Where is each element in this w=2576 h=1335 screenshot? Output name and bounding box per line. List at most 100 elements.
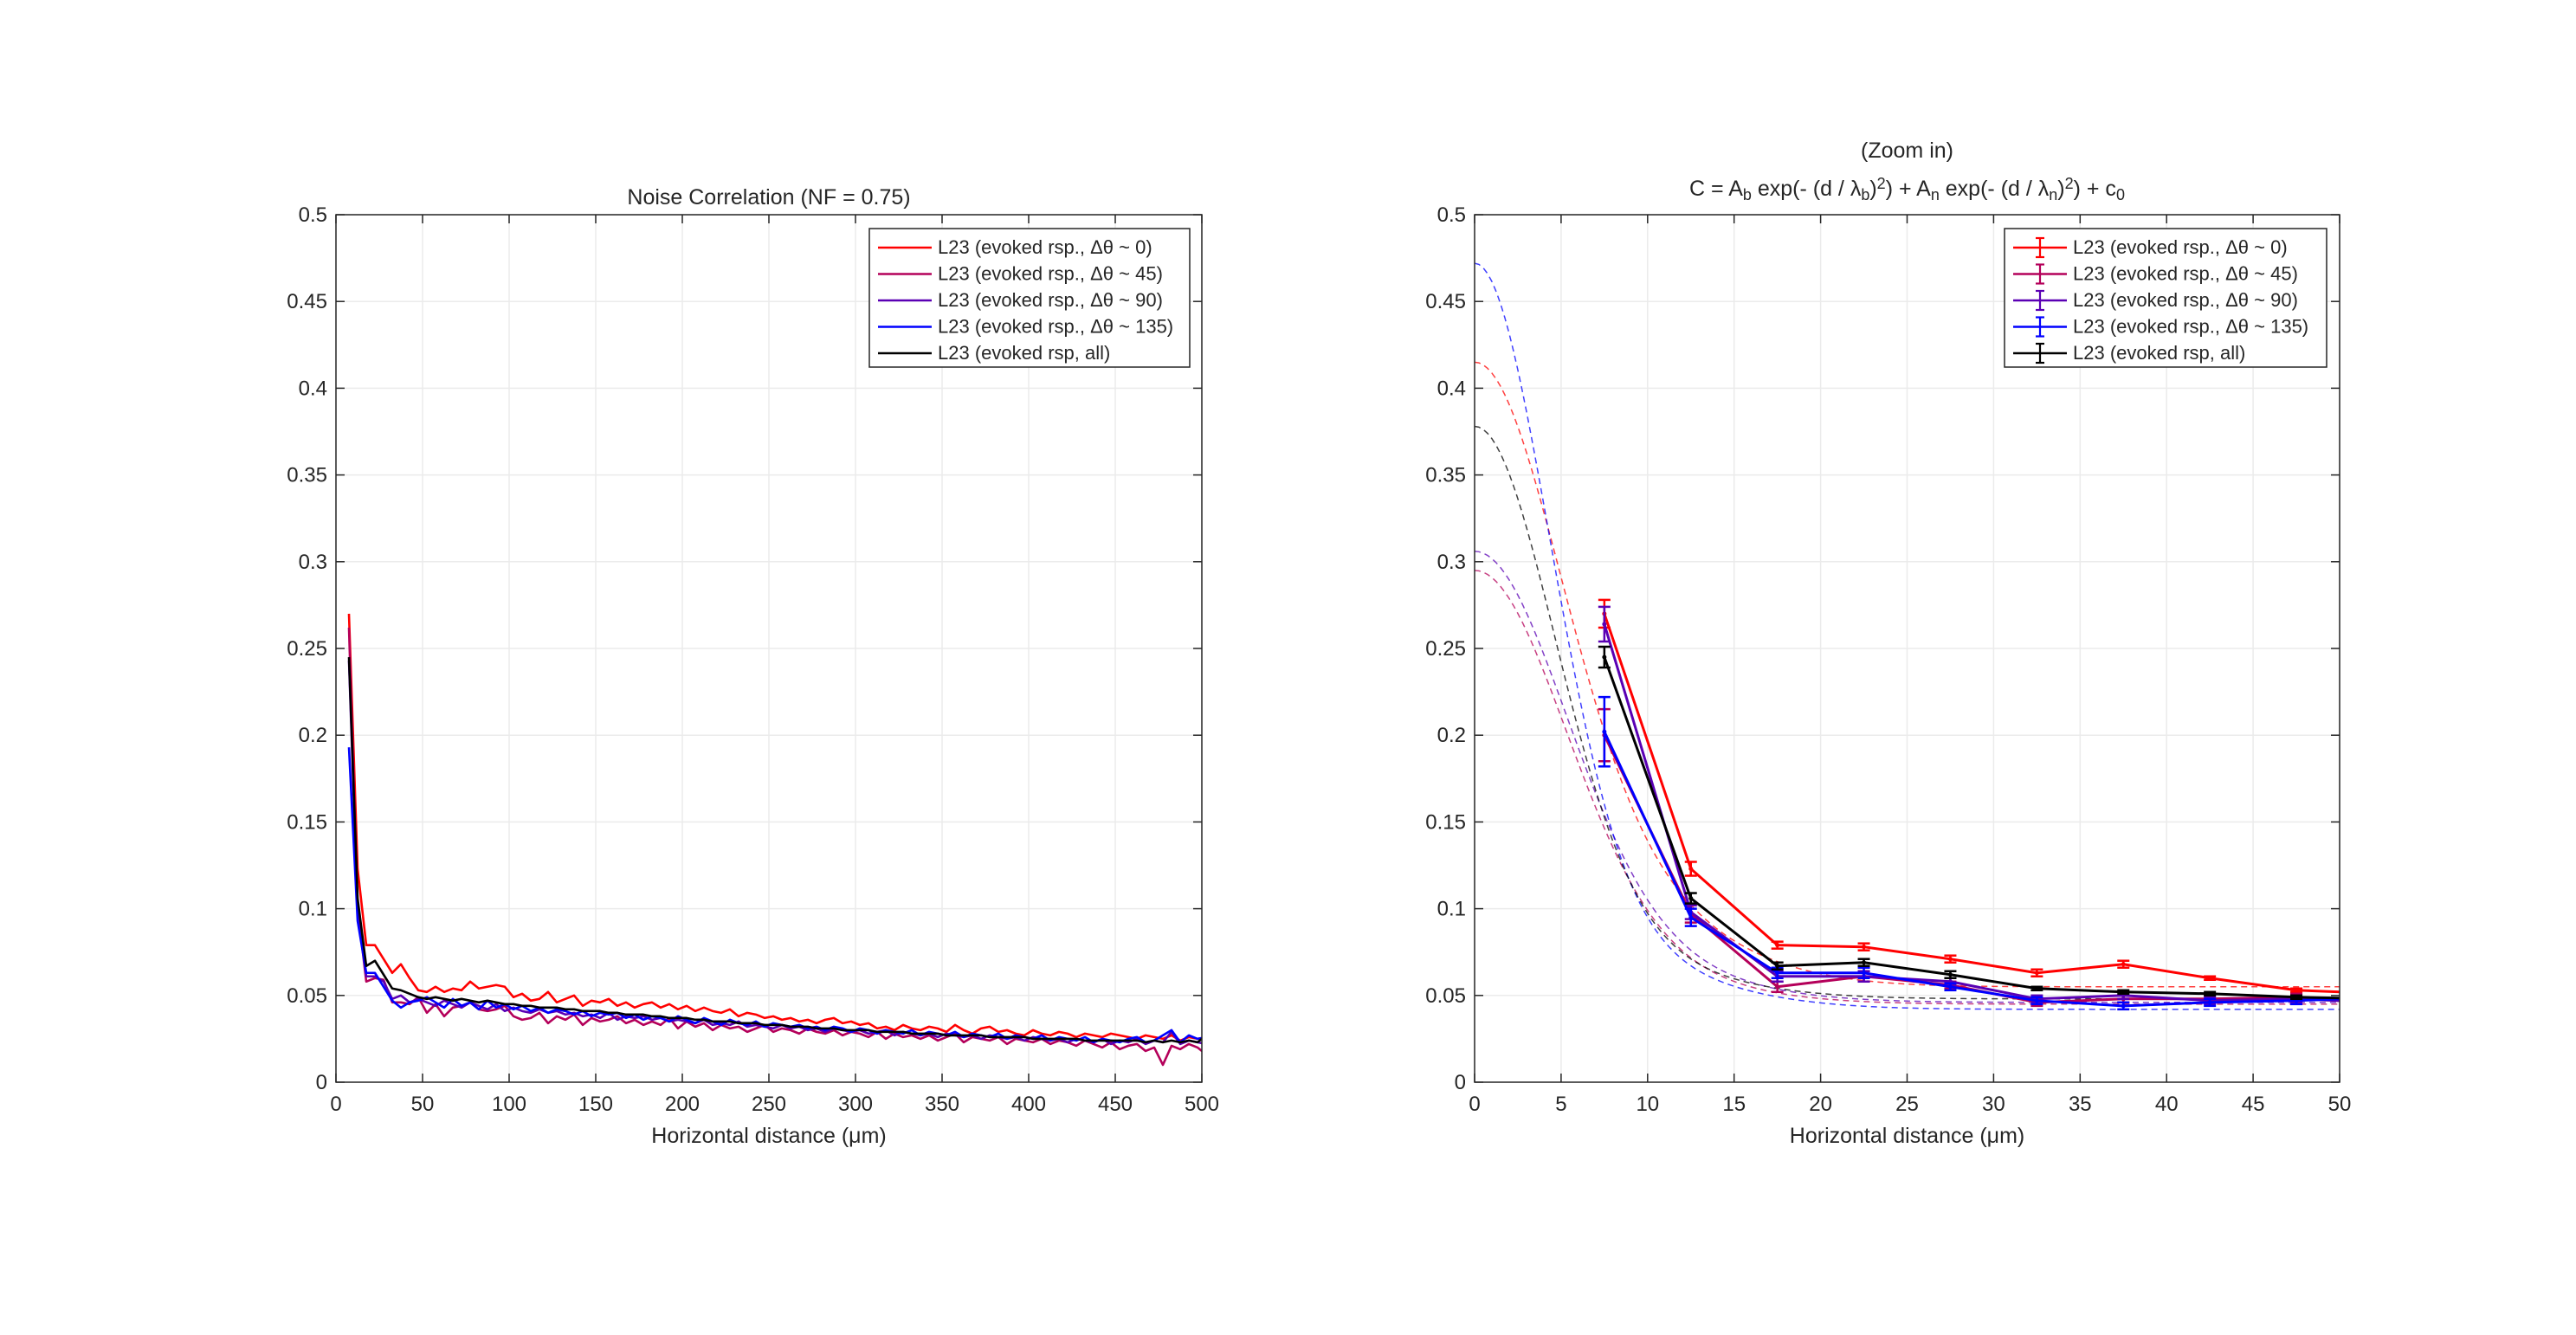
y-tick-label: 0.2 <box>299 724 327 747</box>
y-tick-label: 0.5 <box>299 203 327 227</box>
x-tick-label: 400 <box>1011 1093 1046 1116</box>
x-tick-label: 35 <box>2069 1093 2092 1116</box>
y-tick-label: 0.1 <box>299 898 327 921</box>
x-tick-label: 100 <box>492 1093 526 1116</box>
series-line <box>347 656 1202 1044</box>
chart-title: (Zoom in) <box>1861 139 1953 163</box>
subtitle-part: exp(- (d / λ <box>1940 177 2050 201</box>
y-tick-label: 0.5 <box>1437 203 1466 227</box>
legend-label: L23 (evoked rsp., Δθ ~ 0) <box>2073 236 2288 258</box>
data-point <box>2034 998 2039 1003</box>
chart-subtitle: C = Ab exp(- (d / λb)2) + An exp(- (d / … <box>1689 175 2125 203</box>
y-tick-label: 0.35 <box>287 464 327 487</box>
x-axis-label: Horizontal distance (μm) <box>651 1124 886 1148</box>
data-point <box>1862 960 1867 965</box>
data-point <box>2294 988 2299 993</box>
y-tick-label: 0.45 <box>287 290 327 313</box>
series-line <box>1603 731 2340 1008</box>
data-point <box>1688 867 1694 872</box>
x-tick-label: 30 <box>1982 1093 2005 1116</box>
subtitle-part: n <box>2049 186 2057 203</box>
x-tick-label: 250 <box>752 1093 786 1116</box>
x-tick-label: 150 <box>578 1093 613 1116</box>
x-tick-label: 500 <box>1185 1093 1219 1116</box>
chart-title: Noise Correlation (NF = 0.75) <box>627 185 910 210</box>
data-point <box>1602 729 1607 734</box>
y-tick-label: 0 <box>1455 1071 1466 1094</box>
y-tick-label: 0.05 <box>1425 984 1466 1008</box>
x-tick-label: 40 <box>2155 1093 2179 1116</box>
fit-curve <box>1475 570 2340 1005</box>
subtitle-part: exp(- (d / λ <box>1752 177 1862 201</box>
y-tick-label: 0.3 <box>1437 551 1466 574</box>
y-tick-label: 0.2 <box>1437 724 1466 747</box>
y-tick-label: 0.4 <box>1437 377 1466 400</box>
data-point <box>1602 622 1607 627</box>
y-tick-label: 0.15 <box>287 810 327 834</box>
subtitle-part: 2 <box>2065 175 2074 192</box>
legend-label: L23 (evoked rsp., Δθ ~ 90) <box>938 289 1163 311</box>
right-panel: 0 5 10 15 20 25 30 35 40 45 5000.050.10.150.20.250… <box>1425 139 2351 1148</box>
legend-label: L23 (evoked rsp., Δθ ~ 135) <box>938 316 1173 338</box>
plot-series-group <box>347 613 1202 1067</box>
data-point <box>1602 655 1607 660</box>
legend-box <box>868 228 1191 368</box>
subtitle-part: ) <box>2057 177 2064 201</box>
data-point <box>1862 945 1867 950</box>
data-point <box>1862 971 1867 976</box>
plot-series-group <box>1475 262 2340 1011</box>
series-line <box>347 613 1202 1042</box>
series-line <box>1603 656 2340 1000</box>
legend-label: L23 (evoked rsp., Δθ ~ 0) <box>938 236 1152 258</box>
x-tick-label: 0 <box>330 1093 341 1116</box>
fit-curve <box>1475 425 2340 1000</box>
data-point <box>2294 995 2299 1000</box>
data-point <box>2034 986 2039 991</box>
subtitle-part: ) <box>1869 177 1876 201</box>
data-point <box>2207 976 2212 981</box>
fit-curve <box>1475 361 2340 988</box>
y-tick-label: 0.25 <box>287 637 327 661</box>
legend-label: L23 (evoked rsp., Δθ ~ 90) <box>2073 289 2298 311</box>
fit-curve <box>1475 262 2340 1010</box>
data-point <box>2121 962 2126 967</box>
x-tick-label: 300 <box>838 1093 873 1116</box>
data-point <box>2207 991 2212 996</box>
data-point <box>2207 1000 2212 1005</box>
data-point <box>1775 984 1780 990</box>
series-line <box>347 660 1202 1046</box>
x-tick-label: 50 <box>411 1093 435 1116</box>
data-point <box>1775 971 1780 976</box>
x-tick-label: 350 <box>925 1093 959 1116</box>
legend-label: L23 (evoked rsp., Δθ ~ 45) <box>2073 263 2298 285</box>
legend-label: L23 (evoked rsp, all) <box>938 342 1110 364</box>
y-tick-label: 0.45 <box>1425 290 1466 313</box>
x-tick-label: 450 <box>1098 1093 1133 1116</box>
y-tick-label: 0.05 <box>287 984 327 1008</box>
legend-box <box>2004 228 2327 368</box>
x-tick-label: 5 <box>1555 1093 1566 1116</box>
legend-label: L23 (evoked rsp., Δθ ~ 135) <box>2073 316 2308 338</box>
subtitle-part: ) + c <box>2074 177 2116 201</box>
data-point <box>2034 971 2039 976</box>
x-tick-label: 20 <box>1809 1093 1832 1116</box>
data-point <box>1775 943 1780 948</box>
subtitle-part: n <box>1931 186 1940 203</box>
data-point <box>2121 990 2126 995</box>
subtitle-part: 0 <box>2116 186 2125 203</box>
legend-label: L23 (evoked rsp., Δθ ~ 45) <box>938 263 1163 285</box>
x-tick-label: 0 <box>1469 1093 1480 1116</box>
subtitle-part: b <box>1861 186 1869 203</box>
subtitle-part: ) + A <box>1886 177 1931 201</box>
legend-label: L23 (evoked rsp, all) <box>2073 342 2245 364</box>
x-tick-label: 10 <box>1636 1093 1659 1116</box>
data-point <box>1947 984 1953 990</box>
data-point <box>1688 915 1694 920</box>
data-point <box>1775 964 1780 969</box>
y-tick-label: 0 <box>316 1071 327 1094</box>
series-line <box>1603 613 2340 994</box>
data-point <box>1947 957 1953 962</box>
y-tick-label: 0.15 <box>1425 810 1466 834</box>
x-tick-label: 25 <box>1895 1093 1919 1116</box>
